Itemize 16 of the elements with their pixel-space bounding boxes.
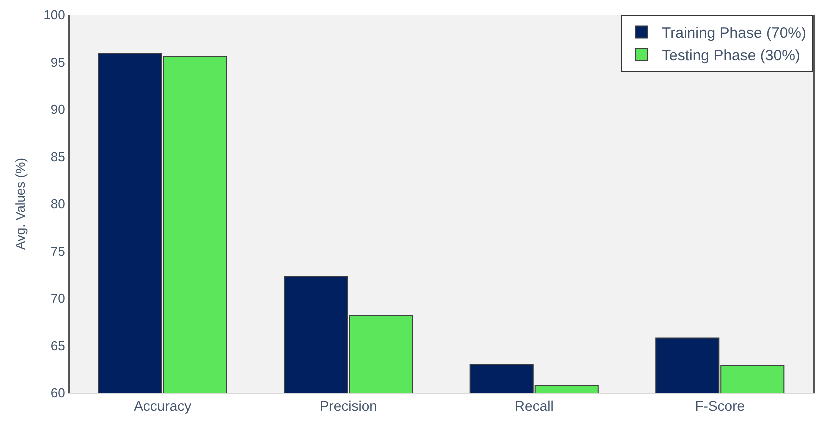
y-axis-title: Avg. Values (%) [13,158,28,250]
y-tick-label: 100 [44,8,66,23]
y-tick-label: 65 [50,338,66,354]
y-tick-label: 60 [50,386,66,401]
x-tick-label: Recall [514,398,554,414]
legend-label: Testing Phase (30%) [662,48,800,65]
y-tick-label: 75 [50,244,66,259]
x-tick-label: F-Score [695,398,746,414]
y-tick-label: 95 [50,54,66,70]
x-tick-label: Accuracy [134,398,192,414]
y-tick-label: 85 [50,149,66,164]
legend-label: Training Phase (70%) [662,25,807,42]
y-tick-label: 70 [50,291,66,306]
y-tick-label: 80 [50,196,66,212]
x-tick-label: Precision [320,398,378,414]
y-tick-label: 90 [50,102,66,118]
